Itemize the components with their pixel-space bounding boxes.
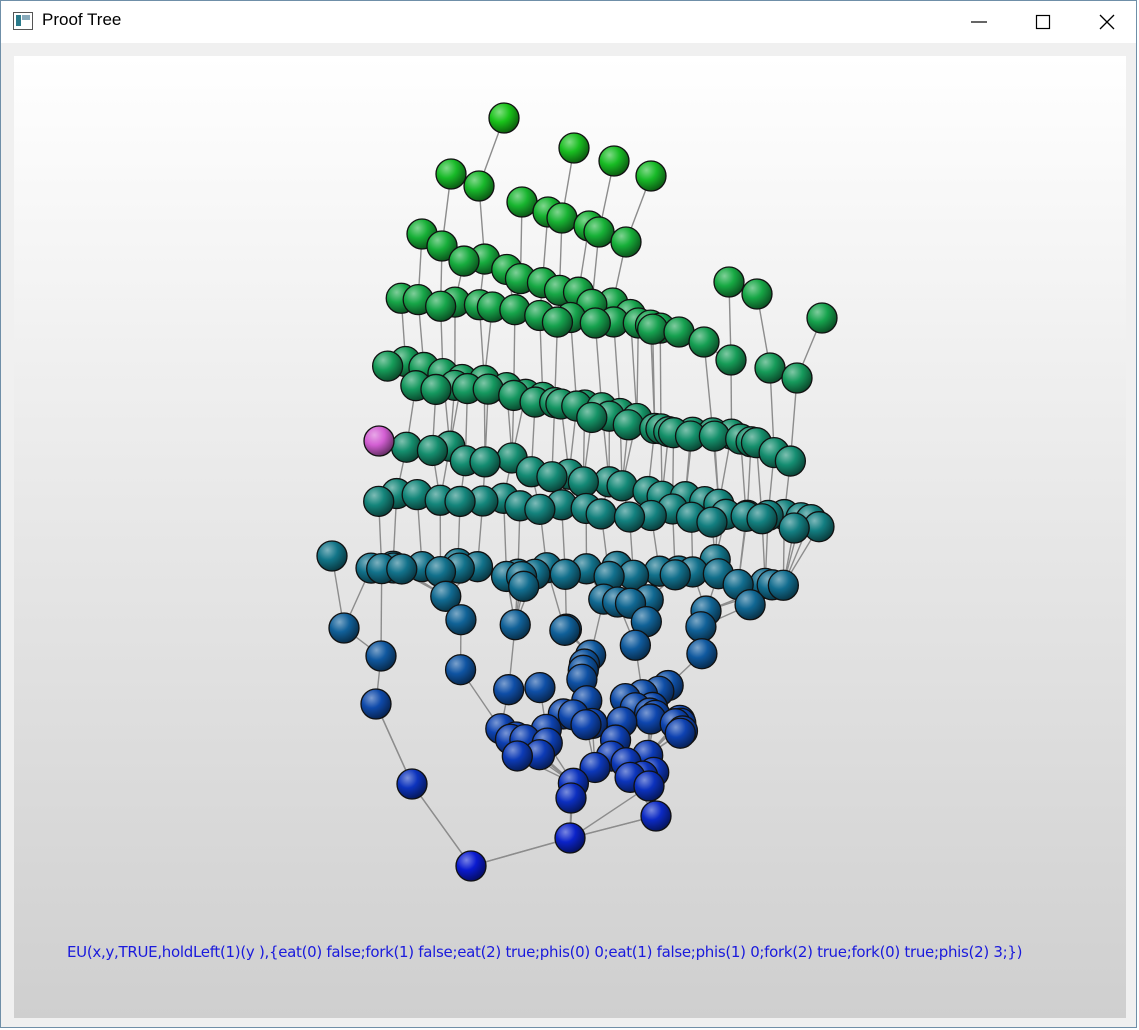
tree-node[interactable] [698,420,731,452]
tree-node[interactable] [448,245,480,277]
tree-node[interactable] [396,768,428,800]
tree-node[interactable] [570,709,602,741]
tree-node[interactable] [365,640,397,672]
tree-node[interactable] [734,589,766,621]
tree-node[interactable] [635,160,667,192]
tree-node[interactable] [425,290,457,322]
tree-node[interactable] [806,302,838,334]
tree-node[interactable] [390,431,423,463]
tree-node[interactable] [583,216,615,248]
tree-node[interactable] [567,466,599,498]
tree-nodes [316,102,838,882]
tree-node[interactable] [493,674,525,706]
tree-node[interactable] [579,751,611,784]
tree-node[interactable] [696,506,728,538]
tree-node[interactable] [555,782,587,814]
tree-node[interactable] [469,446,501,478]
tree-node[interactable] [386,553,418,585]
tree-node[interactable] [541,306,574,338]
tree-node[interactable] [371,350,404,382]
proof-tree-graph[interactable] [14,56,1126,1018]
tree-node[interactable] [579,307,611,339]
tree-node[interactable] [549,558,581,590]
tree-node[interactable] [536,461,568,493]
maximize-icon [1035,14,1051,30]
tree-node[interactable] [688,326,720,358]
tree-node[interactable] [501,740,533,772]
tree-node[interactable] [524,671,556,704]
tree-node[interactable] [585,498,617,530]
tree-node[interactable] [612,409,644,441]
tree-node[interactable] [558,132,590,164]
tree-node[interactable] [554,822,586,854]
tree-node[interactable] [508,570,540,602]
tree-node[interactable] [781,362,813,394]
tree-node[interactable] [637,313,669,345]
tree-node[interactable] [746,503,778,535]
tree-node[interactable] [426,230,458,262]
tree-node[interactable] [444,485,476,518]
tree-node[interactable] [741,278,773,310]
tree-node[interactable] [686,638,718,670]
tree-node[interactable] [524,493,556,525]
window-title: Proof Tree [42,10,122,29]
tree-node[interactable] [363,485,395,517]
tree-node[interactable] [360,688,392,720]
tree-node[interactable] [499,609,531,641]
tree-node[interactable] [778,512,810,544]
tree-node[interactable] [640,800,672,832]
tree-node[interactable] [455,850,487,882]
tree-node[interactable] [619,629,651,661]
tree-node[interactable] [598,145,630,177]
tree-node[interactable] [774,445,807,477]
close-icon [1099,14,1115,30]
tree-node[interactable] [754,352,786,384]
tree-node[interactable] [610,226,642,258]
proof-tree-canvas[interactable]: EU(x,y,TRUE,holdLeft(1)(y ),{eat(0) fals… [14,56,1126,1018]
tree-node[interactable] [316,540,348,572]
tree-node[interactable] [445,604,477,636]
tree-node[interactable] [549,614,581,646]
tree-node[interactable] [420,373,452,406]
app-icon [13,12,33,30]
tree-node[interactable] [685,611,717,643]
tree-node[interactable] [659,559,691,591]
tree-node[interactable] [488,102,520,134]
tree-node[interactable] [613,501,646,533]
tree-node[interactable] [664,717,696,749]
tree-node[interactable] [713,266,745,298]
tree-node[interactable] [435,158,467,190]
tree-node[interactable] [633,770,665,802]
tree-node[interactable] [576,401,608,434]
tree-node[interactable] [606,470,638,502]
tree-node[interactable] [546,202,578,234]
minimize-icon [971,21,987,23]
close-button[interactable] [1075,1,1139,43]
title-bar[interactable]: Proof Tree [1,1,1136,43]
tree-node[interactable] [430,580,462,612]
tree-node[interactable] [363,425,395,457]
maximize-button[interactable] [1011,1,1075,43]
tree-node[interactable] [416,434,449,467]
tree-node[interactable] [463,170,495,202]
tree-node[interactable] [715,344,747,376]
tree-node[interactable] [767,569,800,601]
minimize-button[interactable] [947,1,1011,43]
tree-node[interactable] [328,612,360,644]
tree-node[interactable] [444,654,477,686]
status-formula: EU(x,y,TRUE,holdLeft(1)(y ),{eat(0) fals… [67,943,1023,961]
